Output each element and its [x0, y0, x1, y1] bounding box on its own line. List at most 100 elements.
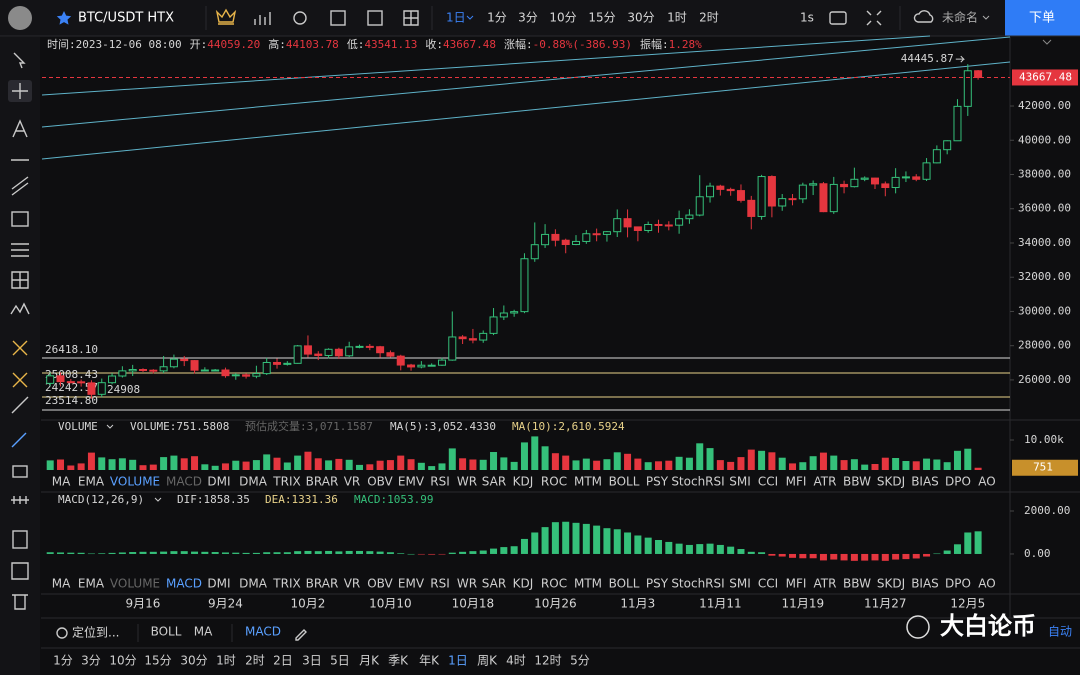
bottom-interval[interactable]: 5分 [570, 654, 590, 668]
indicator-tab[interactable]: DMA [239, 577, 268, 591]
indicator-tab[interactable]: AO [978, 475, 995, 489]
bottom-interval[interactable]: 2时 [245, 654, 265, 668]
crosshair-tool[interactable] [12, 83, 28, 99]
indicator-tab[interactable]: PSY [646, 475, 669, 489]
indicator-tab[interactable]: RSI [430, 475, 450, 489]
bottom-interval[interactable]: 3分 [81, 654, 101, 668]
channel-tool[interactable] [11, 176, 29, 196]
indicator-tab[interactable]: BIAS [911, 475, 939, 489]
indicator-tab[interactable]: OBV [367, 577, 393, 591]
indicator-tab[interactable]: ROC [541, 475, 567, 489]
order-button[interactable] [1005, 0, 1080, 36]
indicator-tab[interactable]: MTM [574, 475, 602, 489]
premium-icon[interactable] [215, 8, 237, 25]
edit-studies-icon[interactable] [295, 629, 307, 641]
pen-tool[interactable] [11, 432, 27, 448]
indicator-tab[interactable]: BOLL [609, 475, 640, 489]
interval-option[interactable]: 3分 [518, 11, 538, 25]
indicator-tab[interactable]: CCI [758, 475, 778, 489]
magnet-tool[interactable] [12, 340, 28, 356]
shape-tool[interactable] [11, 211, 29, 227]
interval-option[interactable]: 10分 [549, 11, 576, 25]
indicator-tab[interactable]: BBW [843, 577, 871, 591]
indicator-tab[interactable]: StochRSI [671, 577, 724, 591]
indicator-tab[interactable]: WR [457, 577, 477, 591]
auto-scale[interactable]: 自动 [1048, 625, 1072, 639]
indicator-tab[interactable]: OBV [367, 475, 393, 489]
study-tab[interactable]: BOLL [151, 625, 182, 639]
lock-tool[interactable] [12, 465, 28, 478]
interval-option[interactable]: 30分 [627, 11, 654, 25]
locate-icon[interactable] [56, 627, 68, 639]
indicator-tab[interactable]: VR [344, 577, 361, 591]
indicator-tab[interactable]: EMA [78, 577, 105, 591]
indicator-tab[interactable]: MA [52, 577, 71, 591]
indicator-tab[interactable]: DMA [239, 475, 268, 489]
indicator-tab[interactable]: MFI [786, 475, 807, 489]
dropdown-arrow[interactable] [982, 15, 990, 20]
bottom-interval[interactable]: 5日 [330, 654, 350, 668]
indicator-tab[interactable]: BRAR [306, 475, 339, 489]
indicator-tab[interactable]: TRIX [272, 475, 300, 489]
indicator-tab[interactable]: EMV [398, 577, 425, 591]
template-icon[interactable] [367, 10, 383, 26]
indicator-tab[interactable]: TRIX [272, 577, 300, 591]
trash-tool[interactable] [12, 594, 28, 610]
indicator-tab[interactable]: DPO [945, 475, 971, 489]
logo[interactable] [8, 6, 32, 30]
indicator-tab[interactable]: VR [344, 475, 361, 489]
bookmark-tool[interactable] [12, 530, 28, 549]
fullscreen-icon[interactable] [866, 10, 882, 26]
indicator-tab[interactable]: DPO [945, 577, 971, 591]
order-button-label[interactable]: 下单 [1029, 11, 1055, 26]
favorite-star[interactable] [56, 11, 72, 25]
interval-option[interactable]: 1分 [487, 11, 507, 25]
indicator-tab[interactable]: AO [978, 577, 995, 591]
indicator-tab[interactable]: VOLUME [110, 475, 160, 489]
indicator-tab[interactable]: MACD [166, 577, 202, 591]
bottom-interval[interactable]: 月K [359, 654, 380, 668]
bottom-interval[interactable]: 12时 [534, 654, 561, 668]
study-tab[interactable]: MACD [245, 625, 281, 639]
bottom-interval[interactable]: 1时 [216, 654, 236, 668]
indicator-tab[interactable]: SKDJ [877, 475, 905, 489]
bottom-interval[interactable]: 2日 [273, 654, 293, 668]
bottom-interval[interactable]: 3日 [302, 654, 322, 668]
indicator-tab[interactable]: KDJ [513, 577, 534, 591]
indicator-tab[interactable]: WR [457, 475, 477, 489]
indicator-tab[interactable]: BRAR [306, 577, 339, 591]
symbol[interactable]: BTC/USDT HTX [78, 11, 174, 26]
indicators-icon[interactable] [254, 12, 271, 25]
indicator-tab[interactable]: ATR [814, 475, 837, 489]
bottom-interval[interactable]: 10分 [109, 654, 136, 668]
locate[interactable]: 定位到... [72, 625, 119, 640]
indicator-tab[interactable]: ROC [541, 577, 567, 591]
indicator-tab[interactable]: BBW [843, 475, 871, 489]
indicator-tab[interactable]: RSI [430, 577, 450, 591]
indicator-tab[interactable]: BIAS [911, 577, 939, 591]
bottom-interval[interactable]: 年K [419, 654, 440, 668]
edit-tool[interactable] [11, 562, 29, 580]
indicator-tab[interactable]: MTM [574, 577, 602, 591]
cloud-icon[interactable] [913, 10, 934, 23]
text-tool[interactable] [12, 119, 28, 138]
study-tab[interactable]: MA [194, 625, 213, 639]
indicator-tab[interactable]: VOLUME [110, 577, 160, 591]
indicator-tab[interactable]: SMI [729, 475, 751, 489]
indicator-tab[interactable]: DMI [207, 577, 230, 591]
cursor-tool[interactable] [13, 52, 26, 69]
bottom-interval[interactable]: 周K [477, 654, 498, 668]
bottom-interval[interactable]: 15分 [144, 654, 171, 668]
indicator-tab[interactable]: BOLL [609, 577, 640, 591]
indicator-tab[interactable]: StochRSI [671, 475, 724, 489]
fib-tool[interactable] [11, 243, 29, 257]
hide-tool[interactable] [11, 496, 29, 504]
ruler-tool[interactable] [11, 396, 29, 414]
indicator-tab[interactable]: EMV [398, 475, 425, 489]
realtime[interactable]: 1s [800, 11, 814, 25]
indicator-tab[interactable]: SAR [482, 475, 506, 489]
dropdown-arrow[interactable] [466, 15, 474, 20]
bottom-interval[interactable]: 1日 [448, 654, 468, 668]
bottom-interval[interactable]: 季K [388, 654, 409, 668]
bottom-interval[interactable]: 4时 [506, 654, 526, 668]
